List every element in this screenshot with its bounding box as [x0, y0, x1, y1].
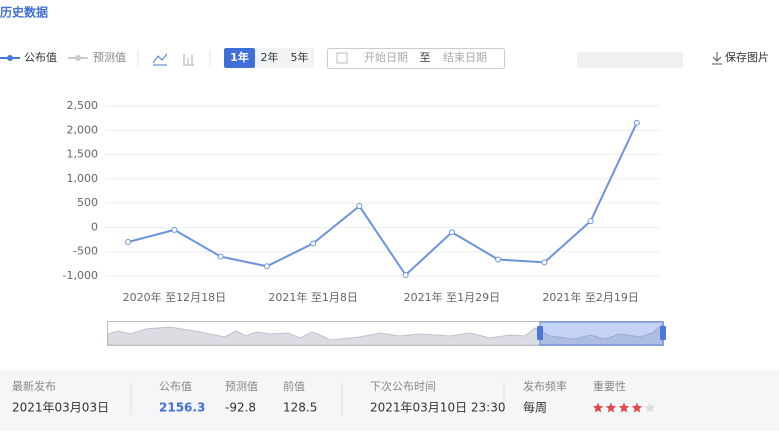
- info-value: 2021年03月10日 23:30: [370, 401, 505, 415]
- star: [605, 402, 617, 413]
- start-date[interactable]: 开始日期: [364, 50, 408, 64]
- range-1y[interactable]: [224, 48, 255, 68]
- importance-stars: [592, 402, 656, 413]
- legend-published[interactable]: 公布值: [0, 51, 57, 64]
- info-value: 2021年03月03日: [12, 401, 109, 415]
- range-text: 1年: [230, 50, 249, 64]
- point: [310, 240, 317, 247]
- navigator-area: [107, 322, 664, 346]
- navigator-window[interactable]: [539, 321, 664, 346]
- x-tick-label: 2021年 至2月19日: [542, 290, 639, 304]
- date-to: 至: [420, 51, 431, 64]
- info-label: 前值: [283, 379, 305, 393]
- series-line: [127, 122, 638, 277]
- point: [356, 203, 363, 210]
- legend-text: 预测值: [93, 51, 126, 64]
- info-value: -92.8: [225, 401, 256, 415]
- date-picker[interactable]: [327, 48, 505, 69]
- y-tick-label: -1,000: [63, 269, 98, 282]
- blurred-area: [577, 52, 683, 68]
- y-tick-label: 500: [77, 196, 98, 209]
- range-group: [255, 48, 314, 68]
- download-icon[interactable]: [712, 52, 722, 65]
- point: [171, 226, 178, 233]
- info-value: 128.5: [283, 401, 317, 415]
- range-text[interactable]: 5年: [291, 50, 309, 64]
- info-value: 每周: [523, 400, 547, 415]
- info-label: 预测值: [225, 380, 258, 393]
- point: [217, 253, 224, 260]
- section-title: 历史数据: [0, 5, 48, 20]
- point: [587, 218, 594, 225]
- bar-icon[interactable]: [183, 54, 194, 66]
- plot: -1,000 -500 0 500 1,000 1,500 2,000 2,500 2020年 …: [63, 99, 660, 304]
- y-tick-label: -500: [73, 245, 98, 258]
- legend-text: 公布值: [24, 51, 57, 64]
- star: [592, 402, 604, 413]
- y-tick-label: 1,500: [67, 148, 99, 161]
- x-tick-label: 2021年 至1月29日: [404, 290, 501, 304]
- info-label: 重要性: [593, 379, 626, 393]
- star: [644, 402, 656, 413]
- info-label: 下次公布时间: [370, 379, 436, 393]
- info-bar: [0, 370, 779, 431]
- x-tick-label: 2021年 至1月8日: [268, 290, 358, 304]
- calendar-icon: [336, 52, 348, 64]
- star: [618, 402, 630, 413]
- save-button[interactable]: 保存图片: [725, 50, 769, 64]
- info-label: 公布值: [159, 380, 192, 393]
- info-value: 2156.3: [159, 401, 205, 415]
- y-tick-label: 2,500: [67, 99, 99, 112]
- info-label: 发布频率: [523, 379, 567, 393]
- point: [402, 272, 409, 279]
- navigator-handle[interactable]: [660, 326, 666, 340]
- y-tick-label: 0: [91, 220, 98, 233]
- point: [633, 119, 640, 126]
- end-date[interactable]: 结束日期: [443, 51, 487, 64]
- line-icon[interactable]: [152, 53, 168, 66]
- point: [541, 259, 548, 266]
- point: [495, 256, 502, 263]
- navigator-handle[interactable]: [537, 326, 543, 340]
- legend-forecast[interactable]: 预测值: [68, 51, 126, 64]
- y-tick-label: 1,000: [67, 172, 99, 185]
- point: [448, 229, 455, 236]
- x-tick-label: 2020年 至12月18日: [123, 290, 227, 304]
- star: [631, 402, 643, 413]
- range-text[interactable]: 2年: [261, 50, 279, 64]
- point: [125, 239, 132, 245]
- info-label: 最新发布: [12, 379, 56, 393]
- y-tick-label: 2,000: [67, 123, 99, 136]
- point: [263, 263, 270, 270]
